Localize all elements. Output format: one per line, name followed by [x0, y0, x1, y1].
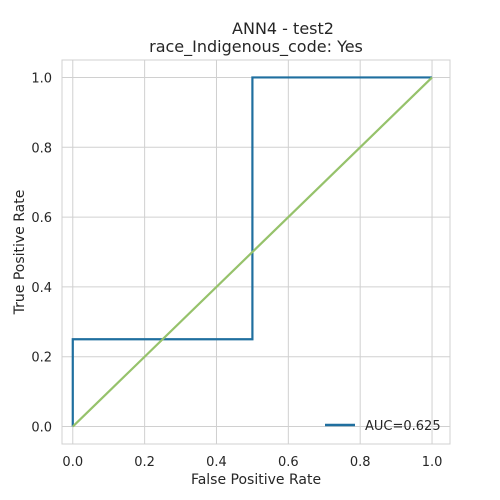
x-axis-label: False Positive Rate [191, 472, 321, 488]
x-tick-label: 0.6 [278, 455, 299, 470]
x-tick-label: 0.2 [134, 455, 155, 470]
chart-title: ANN4 - test2 [232, 19, 334, 38]
y-tick-label: 0.8 [31, 141, 52, 156]
legend: AUC=0.625 [325, 419, 441, 434]
y-tick-label: 0.2 [31, 351, 52, 366]
x-tick-label: 0.4 [206, 455, 227, 470]
roc-curve-line [71, 76, 433, 427]
x-tick-labels: 0.0 0.2 0.4 0.6 0.8 1.0 [62, 455, 442, 470]
y-tick-label: 0.6 [31, 211, 52, 226]
reference-diagonal-line [72, 76, 433, 428]
y-tick-label: 0.0 [31, 421, 52, 436]
x-tick-label: 0.0 [62, 455, 83, 470]
y-tick-labels: 0.0 0.2 0.4 0.6 0.8 1.0 [31, 71, 52, 435]
y-tick-label: 1.0 [31, 71, 52, 86]
x-tick-label: 0.8 [350, 455, 371, 470]
grid-lines [62, 60, 450, 444]
x-tick-label: 1.0 [422, 455, 443, 470]
series-group [71, 76, 433, 428]
y-axis-label: True Positive Rate [12, 190, 28, 316]
chart-subtitle: race_Indigenous_code: Yes [149, 37, 363, 57]
legend-label-roc: AUC=0.625 [365, 419, 441, 434]
y-tick-label: 0.4 [31, 281, 52, 296]
